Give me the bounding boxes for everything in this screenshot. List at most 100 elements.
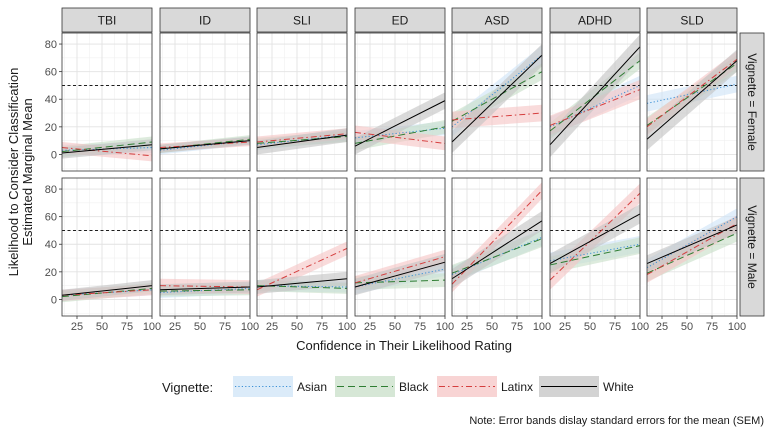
legend-label-black: Black (399, 380, 429, 394)
y-tick-label: 0 (51, 149, 57, 161)
y-tick-label: 60 (45, 67, 57, 79)
series-line-asian (451, 54, 543, 128)
y-tick-label: 80 (45, 184, 57, 196)
series-line-latinx (61, 289, 153, 296)
x-tick-label: 25 (266, 321, 278, 333)
panel-sld-1-border (646, 177, 738, 317)
x-tick-label: 100 (436, 321, 454, 333)
panel-sli-1-border (256, 177, 348, 317)
series-line-black (451, 238, 543, 274)
series-line-asian (646, 216, 738, 269)
y-axis-title-line-1: Likelihood to Consider Classification (6, 68, 21, 277)
series-line-latinx (646, 223, 738, 276)
strip-bg-sld (646, 7, 738, 33)
y-tick-label: 60 (45, 212, 57, 224)
series-line-white (549, 46, 641, 146)
strip-bg-ed (354, 7, 446, 33)
x-tick-label: 50 (486, 321, 498, 333)
chart-note: Note: Error bands dislay standard errors… (469, 415, 764, 427)
x-tick-label: 50 (389, 321, 401, 333)
y-tick-label: 80 (45, 39, 57, 51)
series-line-white (61, 285, 153, 296)
series-line-white (159, 140, 251, 150)
panel-asd-0-border (451, 32, 543, 172)
series-line-asian (256, 285, 348, 288)
x-tick-label: 50 (584, 321, 596, 333)
series-line-black (549, 245, 641, 266)
y-tick-label: 20 (45, 122, 57, 134)
x-tick-label: 25 (559, 321, 571, 333)
legend-title: Vignette: (162, 380, 213, 395)
x-tick-label: 100 (241, 321, 259, 333)
series-line-asian (549, 84, 641, 128)
x-tick-label: 25 (656, 321, 668, 333)
x-tick-label: 25 (461, 321, 473, 333)
x-tick-label: 25 (169, 321, 181, 333)
x-tick-label: 50 (681, 321, 693, 333)
row-strip-label-0: Vignette = Female (745, 53, 759, 151)
x-tick-label: 50 (291, 321, 303, 333)
panel-id-0-border (159, 32, 251, 172)
panel-ed-0-border (354, 32, 446, 172)
series-line-latinx (256, 247, 348, 291)
y-tick-label: 40 (45, 94, 57, 106)
series-line-white (646, 224, 738, 265)
series-line-white (159, 286, 251, 291)
series-line-latinx (549, 89, 641, 126)
x-tick-label: 100 (338, 321, 356, 333)
x-tick-label: 75 (316, 321, 328, 333)
x-tick-label: 100 (143, 321, 161, 333)
x-tick-label: 75 (121, 321, 133, 333)
legend-label-asian: Asian (297, 380, 327, 394)
legend-label-latinx: Latinx (501, 380, 533, 394)
x-tick-label: 75 (414, 321, 426, 333)
strip-label-asd: ASD (485, 14, 510, 28)
panel-ed-1-bg (355, 178, 445, 316)
series-line-white (354, 100, 446, 147)
row-strip-bg-0 (739, 32, 765, 172)
panel-ed-1-border (354, 177, 446, 317)
panel-tbi-1-border (61, 177, 153, 317)
strip-label-ed: ED (392, 14, 409, 28)
strip-bg-adhd (549, 7, 641, 33)
series-line-latinx (61, 147, 153, 157)
strip-label-id: ID (199, 14, 211, 28)
x-tick-label: 100 (631, 321, 649, 333)
row-strip-label-1: Vignette = Male (745, 205, 759, 289)
strip-bg-id (159, 7, 251, 33)
series-line-white (61, 144, 153, 154)
series-line-latinx (354, 131, 446, 144)
panel-sli-0-border (256, 32, 348, 172)
y-tick-label: 0 (51, 294, 57, 306)
y-tick-label: 20 (45, 267, 57, 279)
x-tick-label: 25 (364, 321, 376, 333)
series-line-black (61, 141, 153, 153)
series-line-black (159, 289, 251, 292)
panel-asd-1-border (451, 177, 543, 317)
panel-id-1-border (159, 177, 251, 317)
series-line-black (256, 136, 348, 144)
series-line-latinx (549, 192, 641, 281)
row-strip-bg-1 (739, 177, 765, 317)
x-tick-label: 50 (96, 321, 108, 333)
x-tick-label: 75 (511, 321, 523, 333)
series-line-white (451, 220, 543, 280)
series-line-white (256, 278, 348, 288)
panel-adhd-0-border (549, 32, 641, 172)
series-line-latinx (646, 58, 738, 128)
strip-bg-asd (451, 7, 543, 33)
series-line-white (256, 134, 348, 149)
series-line-black (354, 126, 446, 144)
y-tick-label: 40 (45, 239, 57, 251)
strip-label-sld: SLD (680, 14, 704, 28)
series-line-latinx (451, 190, 543, 285)
strip-bg-tbi (61, 7, 153, 33)
panel-tbi-0-border (61, 32, 153, 172)
x-tick-label: 75 (609, 321, 621, 333)
x-tick-label: 75 (706, 321, 718, 333)
x-tick-label: 25 (71, 321, 83, 333)
x-axis-title: Confidence in Their Likelihood Rating (296, 338, 512, 353)
strip-bg-sli (256, 7, 348, 33)
x-tick-label: 100 (533, 321, 551, 333)
